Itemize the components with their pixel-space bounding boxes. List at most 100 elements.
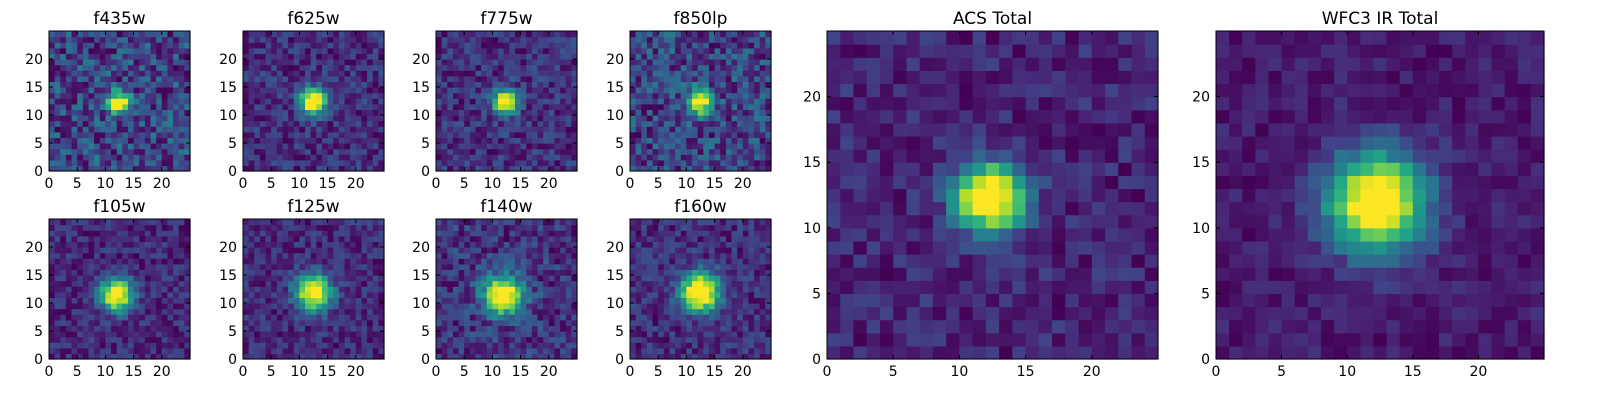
heatmap-cell <box>686 336 693 343</box>
heatmap-cell <box>509 297 516 304</box>
heatmap-cell <box>178 263 185 270</box>
heatmap-cell <box>514 224 522 231</box>
heatmap-cell <box>265 159 272 166</box>
heatmap-cell <box>708 336 716 343</box>
heatmap-cell <box>254 159 261 166</box>
heatmap-cell <box>127 275 135 282</box>
heatmap-cell <box>265 87 272 94</box>
heatmap-cell <box>526 275 533 282</box>
heatmap-cell <box>344 70 351 77</box>
heatmap-cell <box>327 224 334 231</box>
heatmap-cell <box>88 36 95 43</box>
heatmap-cell <box>571 81 578 88</box>
heatmap-cell <box>361 280 368 287</box>
heatmap-cell <box>144 347 152 354</box>
heatmap-cell <box>537 219 544 226</box>
heatmap-cell <box>127 143 135 150</box>
heatmap-cell <box>178 143 185 150</box>
heatmap-cell <box>139 70 146 77</box>
heatmap-cell <box>167 241 174 248</box>
heatmap-cell <box>452 286 460 293</box>
heatmap-cell <box>565 319 572 326</box>
heatmap-cell <box>663 47 671 54</box>
heatmap-cell <box>265 103 272 110</box>
heatmap-cell <box>554 120 561 127</box>
heatmap-cell <box>344 319 351 326</box>
heatmap-cell <box>526 342 533 349</box>
heatmap-cell <box>492 64 499 71</box>
heatmap-cell <box>321 325 329 332</box>
heatmap-cell <box>60 98 67 105</box>
heatmap-cell <box>184 286 191 293</box>
heatmap-cell <box>641 131 648 138</box>
heatmap-cell <box>178 70 185 77</box>
heatmap-cell <box>714 87 721 94</box>
heatmap-cell <box>94 247 101 254</box>
heatmap-cell <box>658 131 665 138</box>
heatmap-cell <box>243 109 250 116</box>
heatmap-cell <box>458 235 465 242</box>
heatmap-cell <box>720 331 727 338</box>
heatmap-cell <box>537 342 544 349</box>
heatmap-cell <box>88 137 95 144</box>
heatmap-cell <box>88 347 95 354</box>
heatmap-cell <box>299 224 306 231</box>
heatmap-cell <box>554 235 561 242</box>
heatmap-cell <box>526 81 533 88</box>
heatmap-cell <box>537 286 544 293</box>
heatmap-cell <box>565 297 572 304</box>
heatmap-cell <box>486 269 493 276</box>
heatmap-cell <box>537 230 544 237</box>
heatmap-cell <box>167 275 174 282</box>
heatmap-cell <box>565 31 572 38</box>
heatmap-cell <box>436 109 443 116</box>
heatmap-cell <box>161 126 169 133</box>
heatmap-cell <box>641 75 648 82</box>
heatmap-cell <box>350 98 357 105</box>
heatmap-cell <box>759 81 766 88</box>
heatmap-cell <box>509 342 516 349</box>
heatmap-cell <box>520 103 527 110</box>
heatmap-cell <box>708 291 716 298</box>
heatmap-cell <box>99 98 106 105</box>
heatmap-cell <box>680 143 687 150</box>
heatmap-cell <box>338 230 346 237</box>
heatmap-cell <box>447 241 454 248</box>
heatmap-cell <box>276 269 284 276</box>
heatmap-cell <box>150 280 157 287</box>
x-tick-label: 5 <box>73 176 82 192</box>
heatmap-cell <box>282 342 289 349</box>
heatmap-cell <box>742 297 750 304</box>
heatmap-cell <box>299 263 306 270</box>
heatmap-cell <box>65 98 73 105</box>
heatmap-cell <box>554 314 561 321</box>
heatmap-cell <box>447 98 454 105</box>
heatmap-cell <box>105 87 112 94</box>
heatmap-cell <box>71 131 78 138</box>
heatmap-cell <box>271 297 278 304</box>
heatmap-cell <box>452 70 460 77</box>
heatmap-cell <box>675 98 682 105</box>
heatmap-cell <box>282 75 289 82</box>
heatmap-cell <box>703 148 710 155</box>
heatmap-cell <box>714 297 721 304</box>
heatmap-cell <box>543 319 550 326</box>
heatmap-cell <box>372 109 379 116</box>
heatmap-cell <box>663 308 671 315</box>
heatmap-cell <box>133 297 140 304</box>
heatmap-cell <box>652 103 659 110</box>
heatmap-cell <box>276 308 284 315</box>
heatmap-cell <box>361 342 368 349</box>
heatmap-cell <box>520 263 527 270</box>
heatmap-cell <box>520 331 527 338</box>
heatmap-cell <box>299 219 306 226</box>
heatmap-cell <box>714 53 721 60</box>
heatmap-cell <box>367 131 374 138</box>
heatmap-cell <box>60 131 67 138</box>
heatmap-cell <box>669 59 676 66</box>
heatmap-cell <box>288 115 295 122</box>
heatmap-cell <box>60 263 67 270</box>
heatmap-cell <box>156 325 163 332</box>
heatmap-cell <box>161 109 169 116</box>
